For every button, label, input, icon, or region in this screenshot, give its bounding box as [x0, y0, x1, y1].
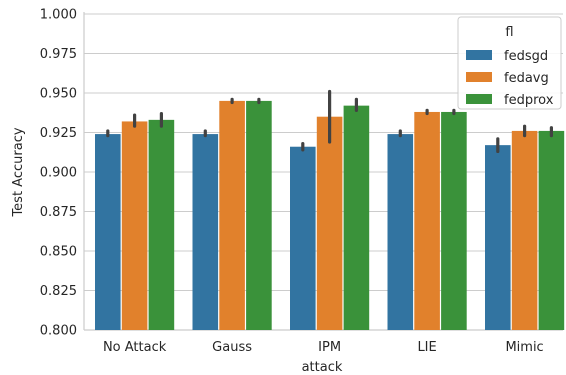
bar-fedsgd — [95, 134, 121, 330]
x-tick-label: IPM — [318, 340, 341, 355]
y-tick-label: 0.800 — [40, 324, 77, 339]
x-tick-labels: No Attack Gauss IPM LIE Mimic — [103, 340, 544, 355]
bar-fedsgd — [192, 134, 219, 330]
bar-fedprox — [246, 100, 272, 331]
bar-fedavg — [511, 130, 538, 330]
bar-fedprox — [441, 111, 467, 331]
bar-fedavg — [316, 116, 343, 330]
x-tick-label: No Attack — [103, 340, 167, 355]
x-axis-title: attack — [302, 360, 343, 375]
y-tick-label: 0.900 — [40, 166, 77, 181]
y-tick-label: 0.925 — [40, 126, 77, 141]
bar-fedsgd — [290, 146, 316, 330]
bar-fedsgd — [387, 134, 414, 330]
legend-title: fl — [505, 25, 513, 40]
legend-label-fedavg: fedavg — [504, 71, 549, 86]
legend-swatch-fedprox — [466, 94, 492, 104]
bars — [95, 100, 565, 331]
y-tick-label: 0.825 — [40, 284, 77, 299]
bar-fedprox — [148, 119, 175, 330]
y-tick-label: 0.950 — [40, 87, 77, 102]
bar-fedsgd — [485, 145, 511, 330]
legend-swatch-fedavg — [466, 72, 492, 82]
error-bars — [106, 89, 554, 154]
y-tick-label: 0.850 — [40, 245, 77, 260]
legend-label-fedsgd: fedsgd — [504, 49, 548, 64]
bar-fedavg — [121, 121, 148, 330]
y-axis-title: Test Accuracy — [11, 127, 26, 217]
bar-fedprox — [538, 130, 565, 330]
bar-fedprox — [343, 105, 370, 330]
y-tick-labels: 0.800 0.825 0.850 0.875 0.900 0.925 0.950 0.975… — [40, 8, 77, 339]
x-tick-label: Mimic — [505, 340, 543, 355]
bar-fedavg — [414, 111, 440, 331]
x-tick-label: Gauss — [212, 340, 252, 355]
legend-swatch-fedsgd — [466, 50, 492, 60]
legend-frame — [457, 16, 562, 110]
legend-items: fedsgd fedavg fedprox — [466, 49, 554, 108]
legend: fl fedsgd fedavg fedprox — [457, 16, 562, 110]
y-tick-label: 0.875 — [40, 205, 77, 220]
legend-label-fedprox: fedprox — [504, 93, 554, 108]
x-tick-label: LIE — [417, 340, 436, 355]
y-tick-label: 0.975 — [40, 47, 77, 62]
bar-fedavg — [219, 100, 245, 331]
y-tick-label: 1.000 — [40, 8, 77, 23]
